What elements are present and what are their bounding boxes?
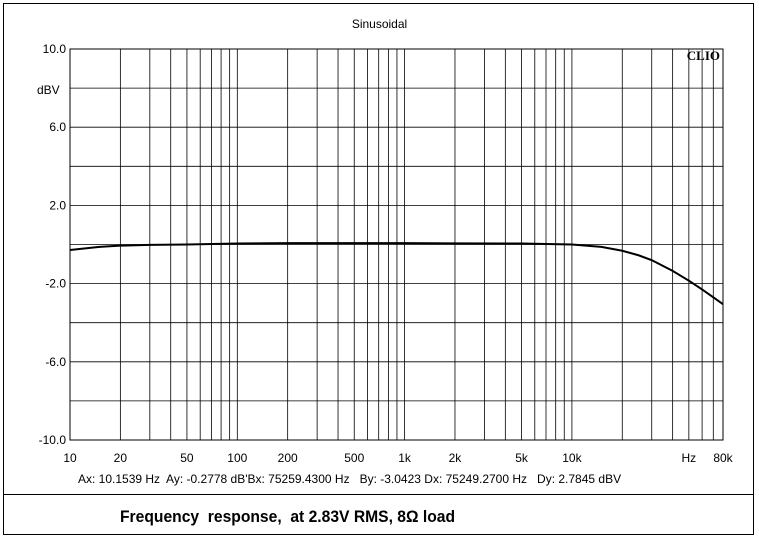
cursor-readout: Ax: 10.1539 Hz Ay: -0.2778 dB'Bx: 75259.… bbox=[78, 472, 622, 486]
x-tick-label: 500 bbox=[344, 451, 364, 465]
chart-frame bbox=[3, 3, 754, 495]
y-tick-label: 6.0 bbox=[49, 120, 66, 134]
x-tick-label: 2k bbox=[449, 451, 463, 465]
clio-watermark: CLIO bbox=[687, 48, 720, 63]
x-tick-label: 20 bbox=[114, 451, 128, 465]
y-tick-label: -2.0 bbox=[45, 277, 66, 291]
x-tick-label: Hz bbox=[682, 451, 697, 465]
x-tick-label: 200 bbox=[278, 451, 298, 465]
y-tick-label: -6.0 bbox=[45, 355, 66, 369]
x-tick-label: 10k bbox=[562, 451, 582, 465]
x-tick-label: 10 bbox=[63, 451, 77, 465]
y-tick-label: 10.0 bbox=[43, 42, 67, 56]
y-tick-labels: 10.0 6.0 2.0 -2.0 -6.0 -10.0 bbox=[39, 42, 67, 447]
x-tick-label: 100 bbox=[227, 451, 247, 465]
y-tick-label: -10.0 bbox=[39, 433, 67, 447]
x-tick-label: 50 bbox=[180, 451, 194, 465]
y-axis-unit-label: dBV bbox=[37, 83, 60, 97]
chart-title: Sinusoidal bbox=[351, 17, 408, 31]
series-line bbox=[69, 242, 724, 305]
x-tick-labels: 10 20 50 100 200 500 1k 2k 5k 10k Hz 80k bbox=[63, 451, 733, 465]
x-tick-label: 5k bbox=[515, 451, 529, 465]
series-layer bbox=[69, 242, 724, 305]
plot-area-border bbox=[69, 48, 724, 441]
y-tick-label: 2.0 bbox=[49, 198, 66, 212]
x-tick-label: 1k bbox=[398, 451, 412, 465]
caption-frame bbox=[3, 495, 754, 535]
x-tick-label: 80k bbox=[713, 451, 733, 465]
figure-caption: Frequency response, at 2.83V RMS, 8Ω loa… bbox=[120, 507, 456, 526]
